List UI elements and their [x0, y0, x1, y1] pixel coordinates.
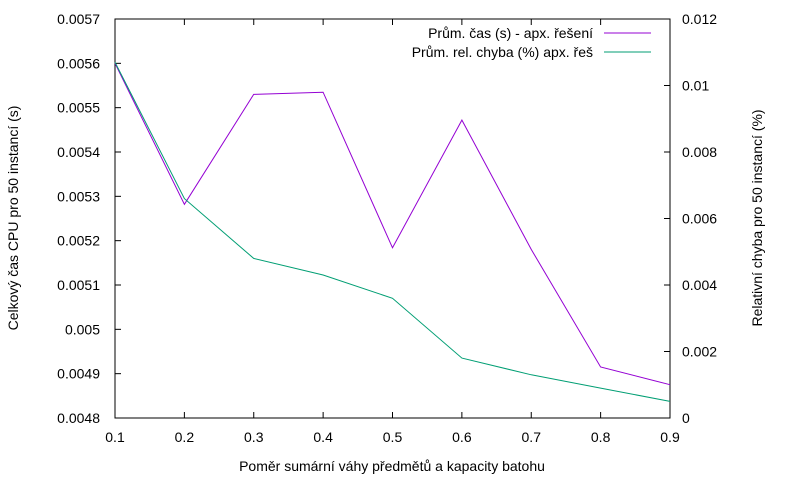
x-tick-label: 0.5	[383, 429, 403, 445]
y2-tick-label: 0	[682, 410, 690, 426]
y-tick-label: 0.0049	[57, 366, 100, 382]
y2-axis-label: Relativní chyba pro 50 instancí (%)	[749, 109, 765, 326]
legend-label: Prům. rel. chyba (%) apx. řeš	[412, 44, 593, 60]
x-tick-label: 0.7	[522, 429, 542, 445]
y-tick-label: 0.0052	[57, 233, 100, 249]
series-line-1	[114, 63, 671, 386]
legend: Prům. čas (s) - apx. řešení Prům. rel. ch…	[412, 25, 651, 60]
x-tick-label: 0.2	[175, 429, 195, 445]
y2-tick-label: 0.006	[682, 211, 717, 227]
y-tick-label: 0.0057	[57, 11, 100, 27]
series-line-2	[114, 61, 671, 402]
y-axis-label: Celkový čas CPU pro 50 instancí (s)	[5, 106, 21, 331]
y-axis-right: 0 0.002 0.004 0.006 0.008 0.01 0.012	[664, 11, 717, 426]
legend-label: Prům. čas (s) - apx. řešení	[428, 25, 593, 41]
plot-frame	[114, 18, 671, 419]
y-tick-label: 0.005	[65, 321, 100, 337]
y-axis-left: 0.0048 0.0049 0.005 0.0051 0.0052 0.0053 0.005…	[57, 11, 121, 426]
y2-tick-label: 0.008	[682, 144, 717, 160]
y-tick-label: 0.0051	[57, 277, 100, 293]
y-tick-label: 0.0053	[57, 188, 100, 204]
x-tick-label: 0.8	[591, 429, 611, 445]
x-tick-label: 0.4	[313, 429, 333, 445]
x-tick-label: 0.9	[660, 429, 680, 445]
x-tick-label: 0.6	[452, 429, 472, 445]
y2-tick-label: 0.004	[682, 277, 717, 293]
y-tick-label: 0.0055	[57, 100, 100, 116]
x-axis-label: Poměr sumární váhy předmětů a kapacity b…	[239, 458, 545, 474]
y2-tick-label: 0.002	[682, 344, 717, 360]
series-lines	[114, 61, 671, 402]
y-tick-label: 0.0056	[57, 55, 100, 71]
y-tick-label: 0.0054	[57, 144, 100, 160]
x-tick-label: 0.1	[105, 429, 125, 445]
x-axis: 0.1 0.2 0.3 0.4 0.5 0.6 0.7 0.8 0.9	[105, 19, 680, 445]
y2-tick-label: 0.012	[682, 11, 717, 27]
x-tick-label: 0.3	[244, 429, 264, 445]
y-tick-label: 0.0048	[57, 410, 100, 426]
y2-tick-label: 0.01	[682, 78, 709, 94]
